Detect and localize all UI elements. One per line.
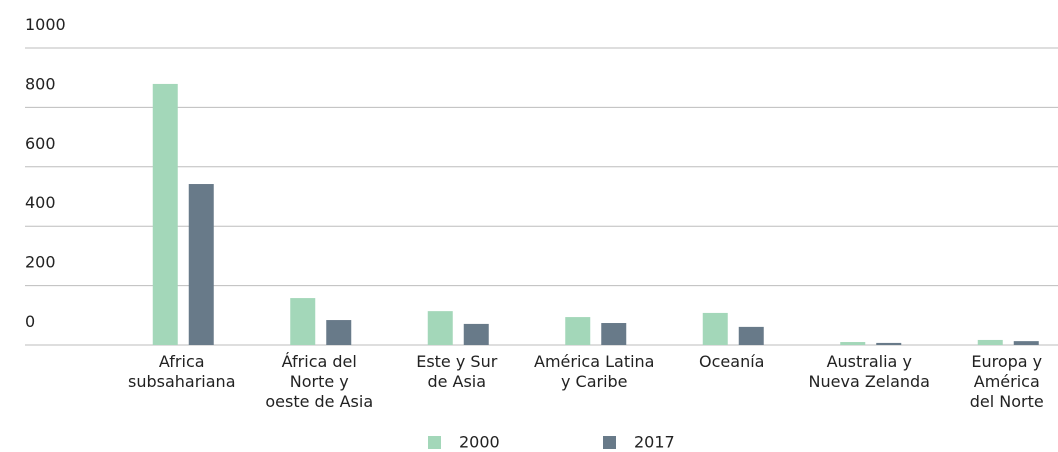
y-tick-label: 400: [25, 193, 56, 212]
bar: [738, 326, 764, 345]
x-tick-label: América Latina y Caribe: [534, 352, 654, 391]
x-tick-label-line: del Norte: [970, 392, 1044, 411]
x-tick-label-line: América Latina: [534, 352, 654, 371]
x-tick-label-line: oeste de Asia: [265, 392, 373, 411]
bar: [977, 339, 1003, 345]
y-tick-label: 1000: [25, 15, 66, 34]
bar: [290, 298, 316, 345]
x-tick-label-line: de Asia: [427, 372, 486, 391]
bar: [840, 342, 866, 345]
x-tick-label: Europa y América del Norte: [970, 352, 1044, 411]
x-tick-label-line: y Caribe: [561, 372, 628, 391]
y-tick-label: 600: [25, 134, 56, 153]
bar: [1013, 341, 1039, 345]
x-tick-label: Australia y Nueva Zelanda: [809, 352, 930, 391]
bar: [702, 312, 728, 345]
bar: [601, 323, 627, 345]
bar: [876, 342, 902, 345]
y-tick-label: 0: [25, 312, 35, 331]
legend-label: 2017: [634, 433, 675, 452]
y-tick-label: 800: [25, 74, 56, 93]
x-tick-label: Oceanía: [699, 352, 764, 371]
bar: [326, 320, 352, 345]
bar: [188, 184, 214, 345]
x-tick-label-line: subsahariana: [128, 372, 236, 391]
x-tick-label-line: África del: [282, 352, 357, 371]
bar: [427, 311, 453, 345]
x-tick-label-line: Africa: [159, 352, 205, 371]
bar: [463, 323, 489, 345]
legend-swatch: [428, 436, 441, 449]
x-tick-label-line: América: [974, 372, 1040, 391]
x-tick-label-line: Nueva Zelanda: [809, 372, 930, 391]
x-tick-label-line: Europa y: [971, 352, 1042, 371]
x-tick-label-line: Australia y: [827, 352, 912, 371]
x-tick-label: Este y Sur de Asia: [416, 352, 498, 391]
x-tick-label: África del Norte y oeste de Asia: [265, 352, 373, 411]
x-tick-label-line: Oceanía: [699, 352, 764, 371]
y-tick-label: 200: [25, 253, 56, 272]
x-tick-label-line: Este y Sur: [416, 352, 498, 371]
x-tick-label: Africa subsahariana: [128, 352, 236, 391]
bar: [565, 317, 591, 345]
legend-swatch: [603, 436, 616, 449]
bar: [152, 83, 178, 345]
x-tick-label-line: Norte y: [290, 372, 349, 391]
legend-label: 2000: [459, 433, 500, 452]
